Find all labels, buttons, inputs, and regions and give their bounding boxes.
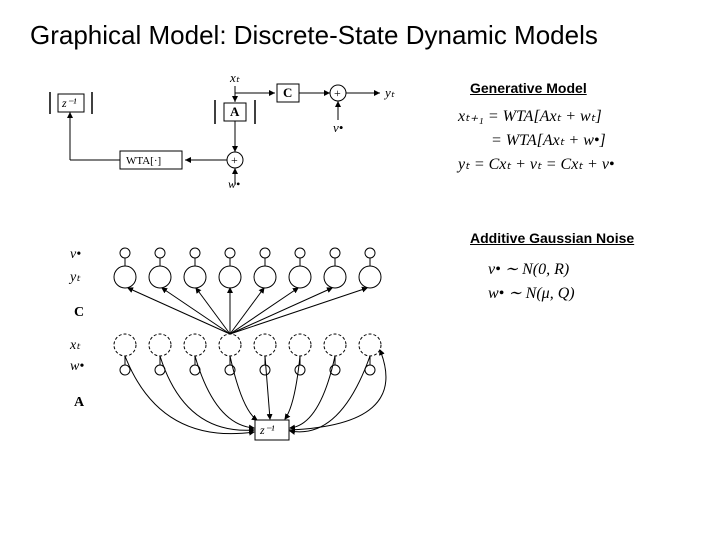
generative-model-label: Generative Model (470, 80, 587, 96)
label-xt: xₜ (70, 337, 80, 354)
page-title: Graphical Model: Discrete-State Dynamic … (30, 20, 598, 51)
generative-equations: xₜ₊₁ = WTA[Axₜ + wₜ] = WTA[Axₜ + w•] yₜ … (458, 105, 615, 177)
v-nodes (120, 248, 375, 258)
svg-text:xₜ: xₜ (229, 70, 241, 85)
eq-line-2: = WTA[Axₜ + w•] (458, 129, 615, 153)
block-diagram: xₜ C + v• yₜ A + (40, 70, 420, 190)
svg-text:+: + (334, 86, 341, 100)
label-yt: yₜ (70, 269, 80, 286)
svg-text:z⁻¹: z⁻¹ (61, 96, 77, 110)
w-nodes (120, 365, 375, 375)
noise-eq-1: v• ∼ N(0, R) (488, 258, 575, 282)
eq-line-3: yₜ = Cxₜ + vₜ = Cxₜ + v• (458, 153, 615, 177)
noise-eq-2: w• ∼ N(μ, Q) (488, 282, 575, 306)
svg-text:C: C (283, 85, 292, 100)
svg-text:WTA[·]: WTA[·] (126, 155, 161, 167)
x-nodes (114, 334, 381, 356)
svg-text:w•: w• (228, 177, 240, 190)
svg-text:yₜ: yₜ (383, 85, 396, 100)
label-A: A (74, 395, 84, 411)
svg-text:A: A (230, 104, 240, 119)
noise-equations: v• ∼ N(0, R) w• ∼ N(μ, Q) (488, 258, 575, 306)
eq-line-1: xₜ₊₁ = WTA[Axₜ + wₜ] (458, 105, 615, 129)
y-nodes (114, 266, 381, 288)
label-w: w• (70, 359, 84, 375)
svg-text:z⁻¹: z⁻¹ (259, 423, 275, 437)
noise-label: Additive Gaussian Noise (470, 230, 634, 246)
svg-text:v•: v• (333, 120, 343, 135)
svg-text:+: + (231, 153, 238, 167)
label-C: C (74, 305, 84, 321)
graphical-model-diagram: v• yₜ C xₜ w• A (70, 225, 440, 475)
label-v: v• (70, 247, 81, 263)
